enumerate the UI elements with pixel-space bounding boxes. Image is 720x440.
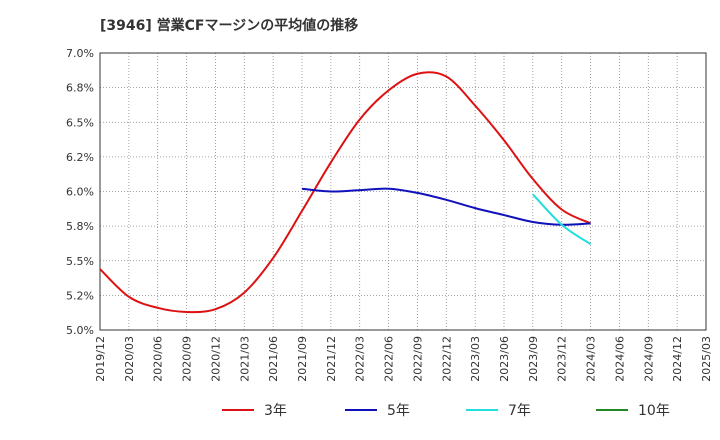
plot-frame xyxy=(99,52,707,331)
x-tick-label: 2022/06 xyxy=(383,336,396,382)
x-tick-label: 2023/09 xyxy=(527,336,540,382)
y-tick-label: 6.5% xyxy=(66,116,94,129)
legend-label-3: 7年 xyxy=(508,403,531,419)
x-tick-label: 2024/06 xyxy=(613,336,626,382)
x-tick-label: 2023/03 xyxy=(469,336,482,382)
x-tick-label: 2023/06 xyxy=(498,336,511,382)
y-tick-label: 5.2% xyxy=(66,289,94,302)
x-axis: 2019/12 2020/03 2020/06 2020/09 2020/12 2021/… xyxy=(94,336,713,382)
chart-title: [3946] 営業CFマージンの平均値の推移 xyxy=(100,17,358,34)
x-tick-label: 2021/12 xyxy=(325,336,338,382)
x-tick-label: 2021/06 xyxy=(267,336,280,382)
legend-label-4: 10年 xyxy=(638,403,670,419)
y-tick-label: 5.8% xyxy=(66,220,94,233)
x-tick-label: 2024/12 xyxy=(671,336,684,382)
x-tick-label: 2024/09 xyxy=(642,336,655,382)
x-tick-label: 2020/09 xyxy=(181,336,194,382)
y-tick-label: 5.0% xyxy=(66,324,94,337)
x-tick-label: 2021/09 xyxy=(296,336,309,382)
x-tick-label: 2025/03 xyxy=(700,336,713,382)
x-tick-label: 2020/03 xyxy=(123,336,136,382)
x-tick-label: 2022/12 xyxy=(440,336,453,382)
series-lines xyxy=(99,71,592,314)
y-axis: 5.0% 5.2% 5.5% 5.8% 6.0% 6.2% 6.5% 6.8% 7.0% xyxy=(66,47,94,337)
series-line-2 xyxy=(301,187,591,226)
x-tick-label: 2022/03 xyxy=(354,336,367,382)
y-tick-label: 7.0% xyxy=(66,47,94,60)
legend-label-1: 3年 xyxy=(264,403,287,419)
x-tick-label: 2019/12 xyxy=(94,336,107,382)
x-tick-label: 2023/12 xyxy=(556,336,569,382)
y-tick-label: 6.8% xyxy=(66,82,94,95)
legend-label-2: 5年 xyxy=(387,403,410,419)
y-tick-label: 5.5% xyxy=(66,255,94,268)
x-tick-label: 2020/06 xyxy=(152,336,165,382)
x-tick-label: 2021/03 xyxy=(238,336,251,382)
legend: 3年 5年 7年 10年 xyxy=(222,403,670,419)
x-tick-label: 2020/12 xyxy=(209,336,222,382)
series-line-1 xyxy=(99,71,592,314)
x-tick-label: 2024/03 xyxy=(585,336,598,382)
x-tick-label: 2022/09 xyxy=(411,336,424,382)
y-tick-label: 6.0% xyxy=(66,186,94,199)
y-tick-label: 6.2% xyxy=(66,151,94,164)
grid xyxy=(99,52,707,331)
series-line-3 xyxy=(532,193,592,245)
